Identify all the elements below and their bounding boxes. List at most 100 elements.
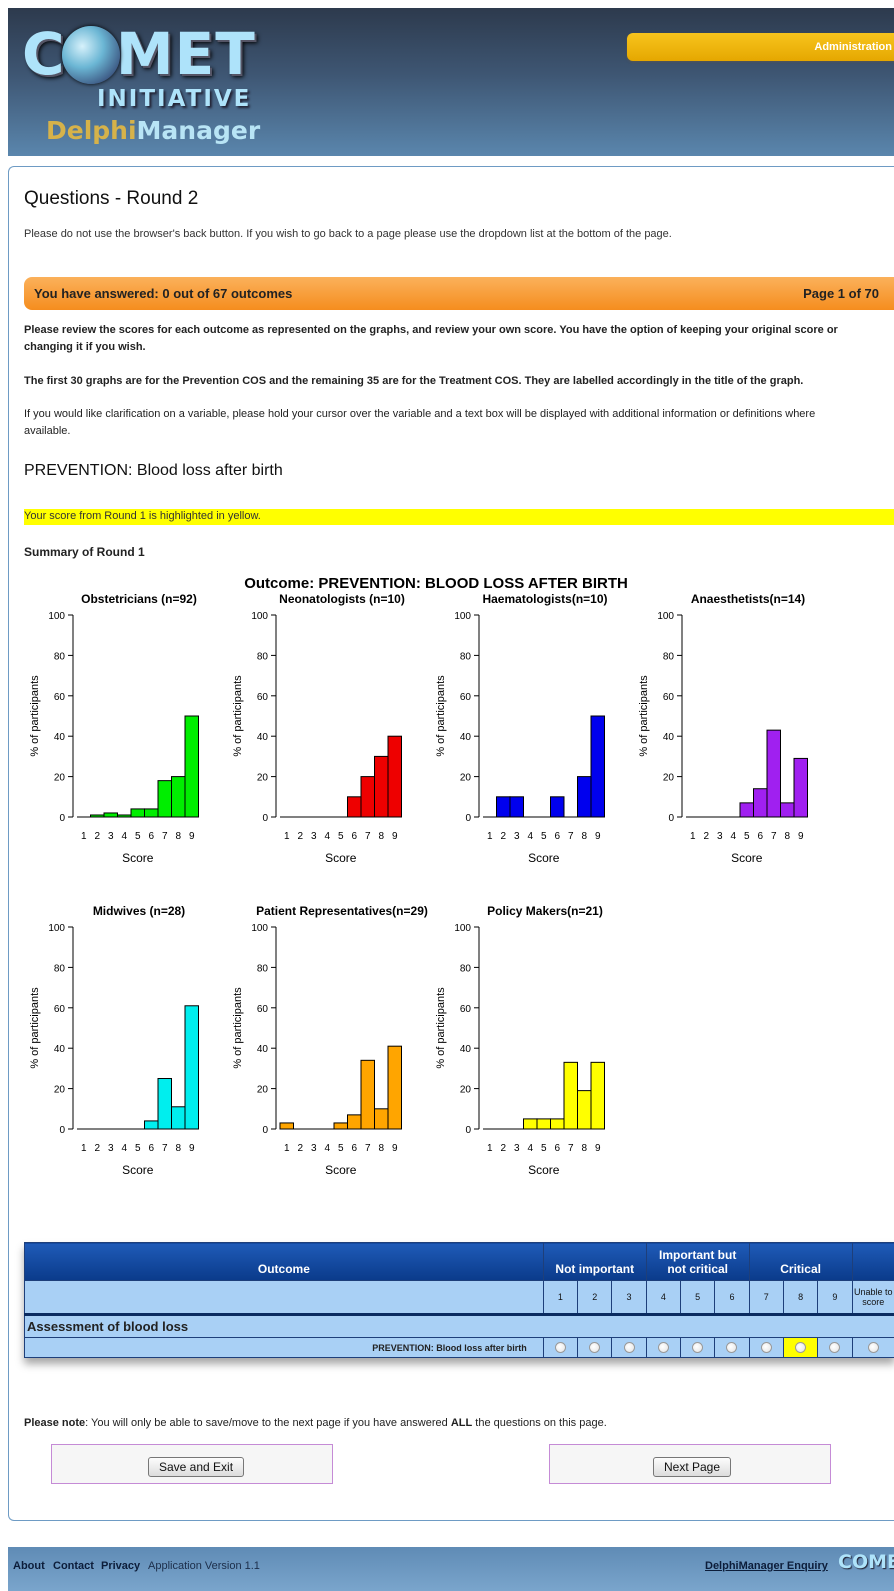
radio-score-6[interactable] bbox=[726, 1342, 738, 1354]
score-cell-2[interactable] bbox=[577, 1337, 613, 1358]
x-tick-label: 2 bbox=[500, 1143, 506, 1154]
footer-contact-link[interactable]: Contact bbox=[53, 1560, 94, 1572]
score-header-blank bbox=[24, 1280, 544, 1315]
x-tick-label: 3 bbox=[311, 831, 317, 842]
bar-score-9 bbox=[184, 715, 199, 818]
score-cell-5[interactable] bbox=[680, 1337, 716, 1358]
bar-score-2 bbox=[496, 796, 511, 818]
bar-score-1 bbox=[279, 1122, 294, 1130]
x-tick-label: 4 bbox=[527, 1143, 533, 1154]
x-tick-label: 1 bbox=[81, 1143, 87, 1154]
bar-score-7 bbox=[360, 1059, 375, 1130]
bar-score-6 bbox=[347, 1114, 362, 1130]
x-tick-label: 1 bbox=[284, 831, 290, 842]
score-cell-9[interactable] bbox=[817, 1337, 853, 1358]
page-indicator: Page 1 of 70 bbox=[803, 286, 879, 301]
score-cell-3[interactable] bbox=[611, 1337, 647, 1358]
x-tick-label: 4 bbox=[324, 831, 330, 842]
radio-score-8[interactable] bbox=[795, 1342, 807, 1354]
footer-enquiry-link[interactable]: DelphiManager Enquiry bbox=[705, 1560, 828, 1572]
radio-score-3[interactable] bbox=[623, 1342, 635, 1354]
radio-score-5[interactable] bbox=[692, 1342, 704, 1354]
score-cell-1[interactable] bbox=[542, 1337, 579, 1358]
radio-score-1[interactable] bbox=[554, 1342, 566, 1354]
instruction-clarification: If you would like clarification on a var… bbox=[24, 408, 816, 437]
x-tick-label: 8 bbox=[175, 831, 181, 842]
radio-score-9[interactable] bbox=[829, 1342, 841, 1354]
bar-score-7 bbox=[766, 729, 781, 818]
logo-delphi-text: Delphi bbox=[46, 116, 137, 145]
comet-logo[interactable]: COMET INITIATIVE DelphiManager bbox=[22, 20, 262, 148]
y-tick-label: 80 bbox=[460, 651, 472, 662]
x-tick-label: 4 bbox=[121, 831, 127, 842]
y-tick-label: 80 bbox=[54, 651, 66, 662]
administration-button[interactable]: Administration bbox=[627, 33, 894, 61]
score-cell-8[interactable] bbox=[782, 1337, 819, 1358]
y-tick-label: 60 bbox=[54, 692, 66, 703]
y-tick-label: 60 bbox=[663, 692, 675, 703]
y-tick-label: 20 bbox=[663, 773, 675, 784]
x-tick-label: 3 bbox=[514, 1143, 520, 1154]
score-cell-6[interactable] bbox=[714, 1337, 750, 1358]
y-tick-label: 0 bbox=[262, 1125, 268, 1136]
bar-score-9 bbox=[387, 1045, 402, 1130]
save-and-exit-button[interactable]: Save and Exit bbox=[148, 1457, 245, 1477]
y-tick-label: 20 bbox=[460, 773, 472, 784]
score-header-6: 6 bbox=[714, 1280, 750, 1315]
scoring-table: Outcome Not important Important but not … bbox=[24, 1242, 894, 1358]
bar-score-6 bbox=[550, 796, 565, 818]
score-header-2: 2 bbox=[577, 1280, 613, 1315]
radio-score-7[interactable] bbox=[760, 1342, 772, 1354]
footer-privacy-link[interactable]: Privacy bbox=[101, 1560, 141, 1572]
y-tick-label: 100 bbox=[454, 611, 471, 622]
panel-title: Obstetricians (n=92) bbox=[81, 592, 197, 606]
radio-score-4[interactable] bbox=[657, 1342, 669, 1354]
score-cell-4[interactable] bbox=[645, 1337, 682, 1358]
y-tick-label: 100 bbox=[251, 923, 268, 934]
footer-version: Application Version 1.1 bbox=[148, 1560, 260, 1572]
x-tick-label: 5 bbox=[541, 1143, 547, 1154]
score-header-9: 9 bbox=[817, 1280, 853, 1315]
y-tick-label: 40 bbox=[54, 1044, 66, 1055]
x-tick-label: 7 bbox=[365, 831, 371, 842]
x-tick-label: 3 bbox=[108, 1143, 114, 1154]
x-axis-label: Score bbox=[731, 851, 763, 865]
bar-score-6 bbox=[144, 1120, 159, 1130]
y-axis-label: % of participants bbox=[435, 987, 447, 1069]
panel-title: Midwives (n=28) bbox=[93, 904, 185, 918]
y-tick-label: 80 bbox=[257, 963, 269, 974]
logo-initiative-text: INITIATIVE bbox=[97, 86, 252, 112]
chart-title: Outcome: PREVENTION: BLOOD LOSS AFTER BI… bbox=[244, 575, 628, 592]
y-tick-label: 100 bbox=[657, 611, 674, 622]
y-tick-label: 0 bbox=[465, 813, 471, 824]
score-header-3: 3 bbox=[611, 1280, 647, 1315]
y-tick-label: 60 bbox=[257, 1004, 269, 1015]
score-header-row: 1 2 3 4 5 6 7 8 9 Unable to score bbox=[24, 1280, 894, 1315]
score-cell-7[interactable] bbox=[748, 1337, 784, 1358]
footer-about-link[interactable]: About bbox=[13, 1560, 45, 1572]
x-tick-label: 6 bbox=[351, 831, 357, 842]
x-tick-label: 2 bbox=[94, 831, 100, 842]
y-tick-label: 0 bbox=[59, 1125, 65, 1136]
x-tick-label: 8 bbox=[581, 1143, 587, 1154]
bar-score-3 bbox=[509, 796, 524, 818]
summary-label: Summary of Round 1 bbox=[24, 545, 145, 559]
x-tick-label: 3 bbox=[108, 831, 114, 842]
bar-score-6 bbox=[347, 796, 362, 818]
globe-icon bbox=[62, 26, 120, 84]
radio-score-2[interactable] bbox=[589, 1342, 601, 1354]
x-tick-label: 4 bbox=[324, 1143, 330, 1154]
y-axis-label: % of participants bbox=[638, 675, 650, 757]
next-page-button[interactable]: Next Page bbox=[653, 1457, 732, 1477]
section-label: Assessment of blood loss bbox=[24, 1313, 894, 1338]
panel-title: Policy Makers(n=21) bbox=[487, 904, 603, 918]
radio-score-unable[interactable] bbox=[867, 1342, 879, 1354]
x-tick-label: 8 bbox=[378, 1143, 384, 1154]
panel-title: Patient Representatives(n=29) bbox=[256, 904, 428, 918]
score-cell-unable[interactable] bbox=[851, 1337, 894, 1358]
y-tick-label: 100 bbox=[251, 611, 268, 622]
bar-score-6 bbox=[144, 808, 159, 818]
y-tick-label: 80 bbox=[663, 651, 675, 662]
bar-score-4 bbox=[523, 1118, 538, 1130]
y-tick-label: 40 bbox=[257, 732, 269, 743]
